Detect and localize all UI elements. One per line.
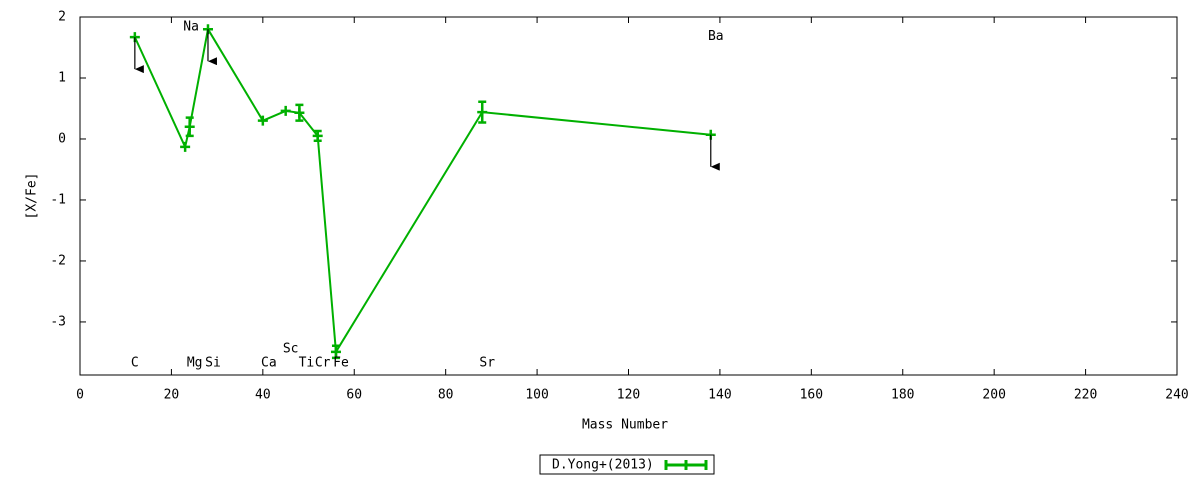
y-tick-label: 2: [58, 10, 66, 25]
x-tick-label: 20: [164, 388, 180, 403]
x-tick-label: 100: [525, 388, 548, 403]
data-point: [180, 141, 191, 152]
element-label: Mg: [187, 356, 203, 371]
y-tick-label: 0: [58, 131, 66, 146]
element-label: Na: [183, 20, 199, 35]
x-tick-label: 120: [617, 388, 640, 403]
data-point: [257, 115, 268, 126]
element-label: Sr: [479, 356, 495, 371]
element-label: Si: [205, 356, 221, 371]
legend-swatch: [664, 460, 708, 470]
data-point: [184, 121, 195, 132]
data-line: [133, 26, 711, 355]
x-tick-label: 160: [800, 388, 823, 403]
x-tick-label: 180: [891, 388, 914, 403]
x-tick-label: 60: [346, 388, 362, 403]
element-label: Ca: [261, 356, 277, 371]
legend-label: D.Yong+(2013): [552, 458, 654, 473]
y-tick-label: 1: [58, 70, 66, 85]
y-tick-label: -3: [50, 314, 66, 329]
x-tick-label: 200: [982, 388, 1005, 403]
legend-box: [539, 454, 715, 475]
element-label: C: [131, 356, 139, 371]
element-label: Cr: [315, 356, 331, 371]
element-label: Fe: [333, 356, 349, 371]
data-point: [280, 105, 291, 116]
y-axis-label: [X/Fe]: [25, 173, 40, 220]
data-point: [477, 107, 488, 118]
x-tick-label: 80: [438, 388, 454, 403]
x-tick-label: 40: [255, 388, 271, 403]
element-label: Ti: [299, 356, 315, 371]
x-tick-label: 140: [708, 388, 731, 403]
y-tick-label: -1: [50, 192, 66, 207]
x-tick-label: 220: [1074, 388, 1097, 403]
x-axis-label: Mass Number: [582, 418, 668, 433]
plot-frame: [79, 16, 1178, 376]
x-tick-label: 240: [1165, 388, 1188, 403]
x-tick-label: 0: [76, 388, 84, 403]
data-point: [312, 130, 323, 141]
y-tick-label: -2: [50, 253, 66, 268]
data-point: [330, 346, 341, 357]
data-point: [294, 107, 305, 118]
element-label: Sc: [283, 342, 299, 357]
element-label: Ba: [708, 29, 724, 44]
